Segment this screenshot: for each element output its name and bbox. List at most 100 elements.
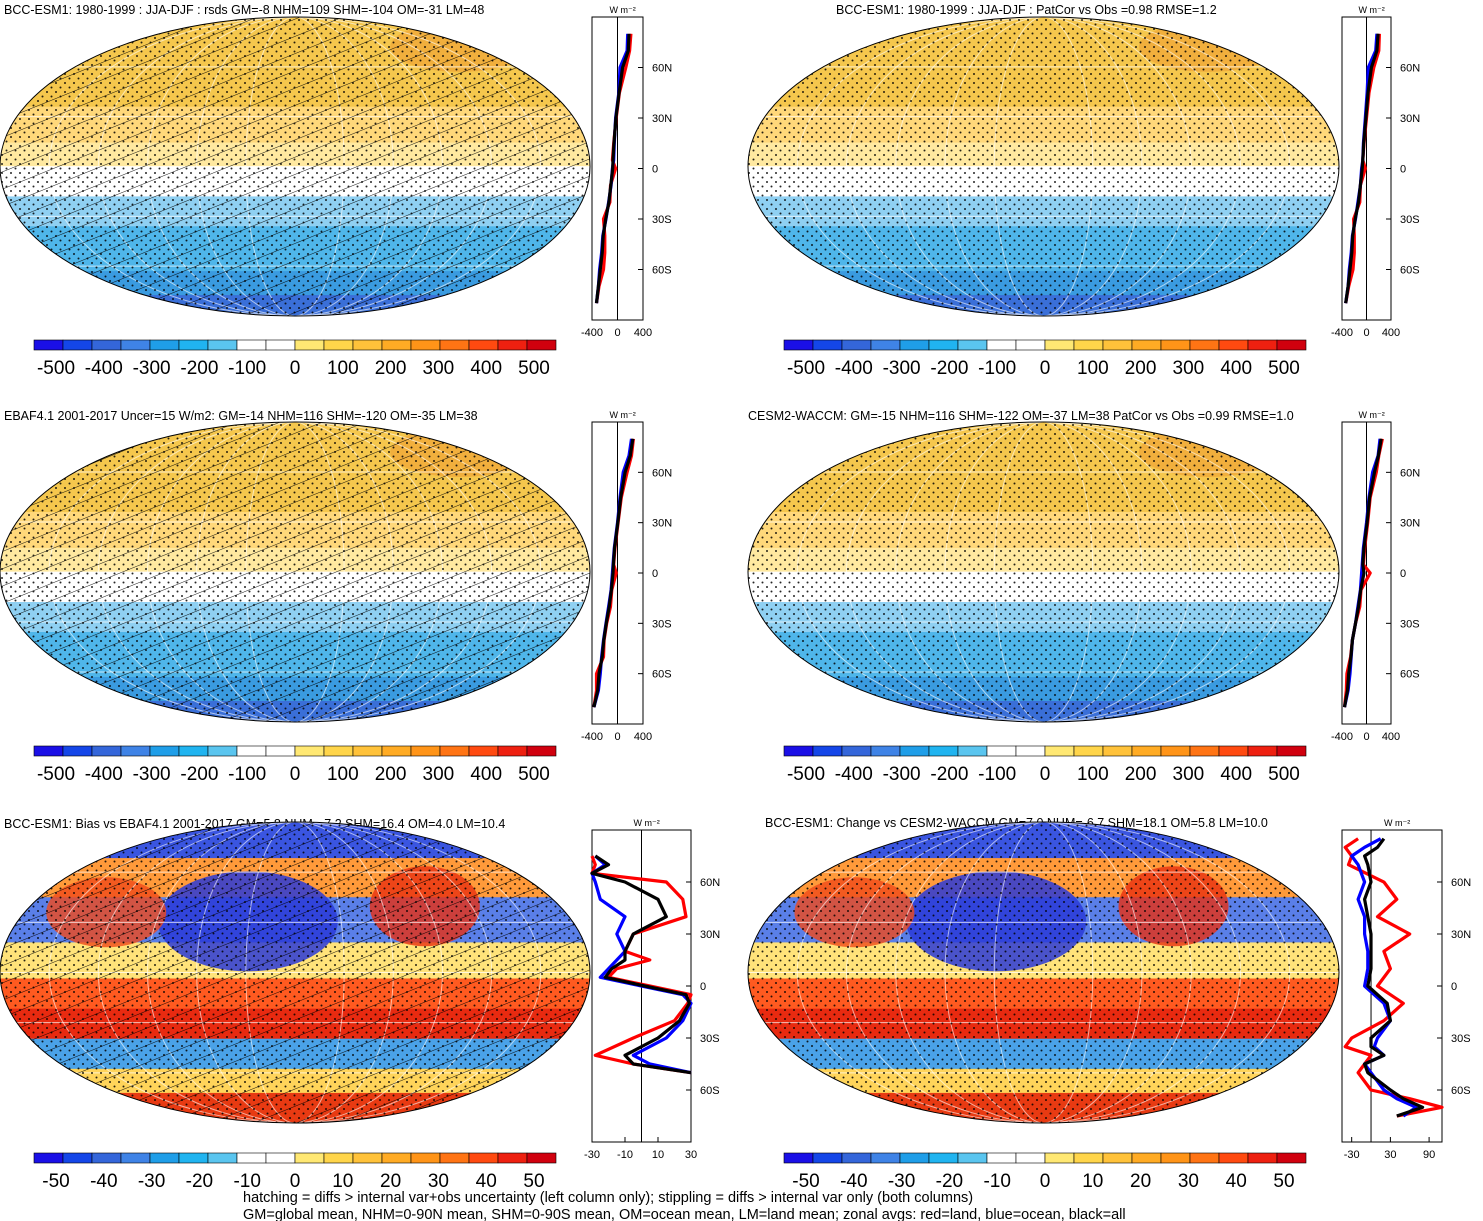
hatch-overlay xyxy=(0,422,590,722)
colorbar-box xyxy=(497,745,528,757)
x-tick-label: -30 xyxy=(584,1149,600,1161)
colorbar-box xyxy=(91,1152,122,1164)
colorbar-box xyxy=(899,1152,930,1164)
map-field xyxy=(0,422,590,722)
lat-tick-label: 60N xyxy=(1400,63,1420,75)
colorbar-box xyxy=(1131,745,1162,757)
zonal-profile: W m⁻² -30 30 90 60N 30N 0 30S 60S xyxy=(1341,818,1471,1161)
unit-label: W m⁻² xyxy=(1384,818,1410,828)
zonal-profile: W m⁻² -400 0 400 60N 30N 0 30S 60S xyxy=(1331,410,1420,743)
colorbar-box xyxy=(381,1152,412,1164)
colorbar-box xyxy=(439,745,470,757)
colorbar-box xyxy=(352,1152,383,1164)
map-outline xyxy=(747,16,1340,317)
colorbar-label: -50 xyxy=(792,1171,819,1192)
panel-title: BCC-ESM1: 1980-1999 : JJA-DJF : PatCor v… xyxy=(836,3,1217,17)
colorbar-label: 0 xyxy=(290,358,301,379)
map-field xyxy=(0,822,590,1123)
colorbar-box xyxy=(236,339,267,351)
colorbar-box xyxy=(410,339,441,351)
colorbar-box xyxy=(1189,1152,1220,1164)
colorbar-box xyxy=(1276,339,1307,351)
colorbar-box xyxy=(439,1152,470,1164)
colorbar-box xyxy=(783,339,814,351)
colorbar-box xyxy=(841,1152,872,1164)
colorbar-box xyxy=(207,1152,238,1164)
unit-label: W m⁻² xyxy=(610,5,636,15)
profile-line-all xyxy=(1362,837,1425,1118)
footer-line2: GM=global mean, NHM=0-90N mean, SHM=0-90… xyxy=(243,1207,1126,1221)
lat-tick-label: 30N xyxy=(700,929,720,941)
colorbar-box xyxy=(381,745,412,757)
colorbar-box xyxy=(957,745,988,757)
colorbar-box xyxy=(1102,745,1133,757)
colorbar-box xyxy=(1015,745,1046,757)
lat-tick-label: 60N xyxy=(652,63,672,75)
colorbar-box xyxy=(410,745,441,757)
colorbar-box xyxy=(1044,339,1075,351)
colorbar-box xyxy=(1073,339,1104,351)
map-field xyxy=(748,422,1339,722)
colorbar-label: -40 xyxy=(90,1171,117,1192)
colorbar-label: 200 xyxy=(1125,764,1157,785)
colorbar-label: 100 xyxy=(327,764,359,785)
unit-label: W m⁻² xyxy=(610,410,636,420)
colorbar-label: 0 xyxy=(290,764,301,785)
colorbar-box xyxy=(783,1152,814,1164)
lat-tick-label: 30S xyxy=(652,214,672,226)
x-tick-label: -10 xyxy=(617,1149,633,1161)
colorbar-box xyxy=(526,745,557,757)
lat-tick-label: 0 xyxy=(1400,164,1406,176)
colorbar-label: -30 xyxy=(138,1171,165,1192)
map-field xyxy=(748,17,1339,316)
colorbar-label: 40 xyxy=(476,1171,497,1192)
colorbar-label: -100 xyxy=(228,764,266,785)
lat-tick-label: 30N xyxy=(1400,113,1420,125)
colorbar-label: -10 xyxy=(983,1171,1010,1192)
lat-tick-label: 60S xyxy=(652,669,672,681)
unit-label: W m⁻² xyxy=(634,818,660,828)
map-outline xyxy=(747,821,1340,1124)
colorbar-box xyxy=(1218,339,1249,351)
colorbar-label: 300 xyxy=(423,764,455,785)
colorbar-box xyxy=(841,339,872,351)
colorbar-label: -200 xyxy=(930,764,968,785)
profile-line-all xyxy=(1344,33,1380,304)
colorbar-box xyxy=(62,339,93,351)
profile-line-ocean xyxy=(590,854,693,1075)
colorbar-box xyxy=(207,339,238,351)
colorbar: -500 -400 -300 -200 -100 0 100 200 300 400 500 xyxy=(33,339,557,379)
colorbar-box xyxy=(1276,745,1307,757)
x-tick-label: 0 xyxy=(1363,731,1369,743)
colorbar-label: 40 xyxy=(1226,1171,1247,1192)
colorbar-box xyxy=(33,1152,64,1164)
lat-tick-label: 30N xyxy=(1400,518,1420,530)
lat-tick-label: 60N xyxy=(1400,467,1420,479)
colorbar-label: 300 xyxy=(423,358,455,379)
colorbar-label: 500 xyxy=(518,764,550,785)
colorbar-label: 100 xyxy=(1077,764,1109,785)
colorbar-label: -200 xyxy=(180,764,218,785)
colorbar-box xyxy=(1218,745,1249,757)
panel-1: BCC-ESM1: 1980-1999 : JJA-DJF : rsds GM=… xyxy=(0,3,672,379)
colorbar-box xyxy=(149,745,180,757)
colorbar-label: 10 xyxy=(1082,1171,1103,1192)
lat-tick-label: 30S xyxy=(700,1033,720,1045)
map-outline xyxy=(0,16,591,317)
footer-line1: hatching = diffs > internal var+obs unce… xyxy=(243,1190,973,1206)
profile-line-all xyxy=(594,33,631,304)
colorbar-label: -30 xyxy=(888,1171,915,1192)
colorbar-label: 30 xyxy=(1178,1171,1199,1192)
colorbar-box xyxy=(1247,1152,1278,1164)
colorbar-box xyxy=(236,745,267,757)
zonal-profile: W m⁻² -400 0 400 60N 30N 0 30S 60S xyxy=(581,410,672,743)
colorbar-box xyxy=(323,1152,354,1164)
colorbar-box xyxy=(468,339,499,351)
colorbar: -500 -400 -300 -200 -100 0 100 200 300 400 500 xyxy=(33,745,557,785)
colorbar-box xyxy=(294,339,325,351)
zonal-profile: W m⁻² -400 0 400 60N 30N 0 30S 60S xyxy=(1331,5,1420,339)
colorbar-box xyxy=(812,1152,843,1164)
colorbar-label: 400 xyxy=(1220,358,1252,379)
colorbar-box xyxy=(1015,339,1046,351)
colorbar-label: 0 xyxy=(290,1171,301,1192)
